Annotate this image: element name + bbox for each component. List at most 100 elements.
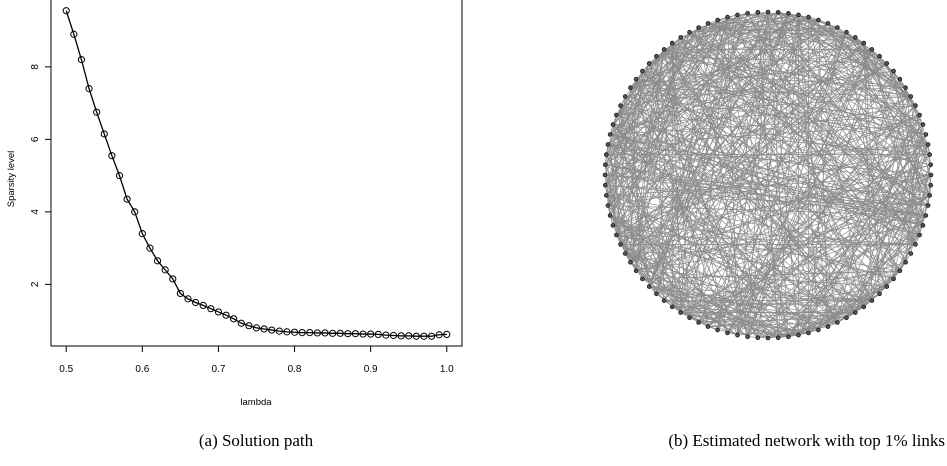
network-node [755,335,761,341]
network-edge [747,11,769,337]
data-point [298,328,306,337]
network-edge [757,244,916,339]
network-edge [606,154,926,216]
network-edge [893,71,920,236]
network-edge [630,87,769,339]
x-tick-label: 0.5 [59,364,73,375]
network-edge [620,27,838,106]
network-node [640,68,645,74]
data-point [290,328,299,336]
network-node [920,223,926,228]
network-edge [625,55,880,97]
network-edge [863,43,873,301]
network-node [610,122,616,127]
network-edge [630,16,809,89]
network-node [923,213,929,218]
network-edge [680,13,789,313]
network-edge [625,96,926,135]
network-edge [607,49,665,145]
network-node [928,182,933,188]
network-edge [648,11,769,287]
data-point [313,329,321,337]
data-point [230,315,238,323]
x-axis: 0.5 0.6 0.7 0.8 0.9 1.0 [59,346,454,375]
network-edge [717,19,873,301]
network-edge [605,16,809,166]
network-node [661,298,667,303]
network-node [844,29,849,35]
network-edge [689,317,789,338]
network-node [825,21,831,26]
network-node [891,68,896,74]
network-edge [656,55,911,97]
network-edge [616,234,916,245]
network-node [618,242,623,247]
network-edge [727,79,901,334]
network-node [928,172,934,178]
x-tick-label: 1.0 [440,364,454,375]
network-edges [604,11,932,339]
data-point [237,319,245,327]
network-node [669,40,675,46]
network-edge [607,14,799,206]
network-node [869,298,875,303]
network-edge [616,23,709,236]
y-tick-label: 4 [30,209,41,215]
network-node [852,310,858,315]
network-node [877,53,882,59]
network-node [806,330,811,336]
network-node [628,259,633,265]
network-node [884,61,890,66]
network-edge [837,71,894,323]
network-edge [605,23,709,186]
data-point [115,172,124,180]
network-node [628,85,633,90]
network-edge [663,49,856,313]
network-edge [798,14,887,64]
network-node [897,268,903,274]
network-node [602,182,608,188]
network-node [678,310,683,315]
network-edge [707,23,924,226]
network-edge [671,13,789,308]
network-node [735,332,740,338]
network-edge [827,23,894,72]
network-node [687,29,692,35]
network-edge [757,12,930,196]
data-point [252,324,261,332]
network-edge [607,144,894,280]
data-point [420,332,428,340]
x-tick-label: 0.9 [364,364,378,375]
caption-b: (b) Estimated network with top 1% links [668,431,945,450]
network-edge [808,16,916,245]
network-edge [624,14,738,254]
network-node [796,12,801,18]
network-edge [698,124,924,323]
data-point [397,332,405,340]
network-edge [636,195,930,272]
network-node [852,35,858,40]
network-node [796,332,801,338]
network-node [610,223,616,228]
network-node [835,320,840,325]
network-edge [689,32,838,323]
network-node [925,142,931,147]
network-edge [680,17,728,313]
data-point [389,331,398,340]
network-edge [778,12,911,97]
data-point [184,295,192,303]
network-edge [609,134,856,313]
data-point [62,7,70,15]
network-node [869,47,875,52]
data-point [108,152,116,160]
network-edge [808,16,912,97]
network-edge [663,49,728,333]
data-point [329,329,337,337]
network-node [861,304,867,310]
network-edge [609,215,838,323]
network-node [765,335,771,341]
network-node [640,276,645,282]
network-edge [689,31,929,206]
network-node [614,112,619,118]
data-point [351,330,360,338]
